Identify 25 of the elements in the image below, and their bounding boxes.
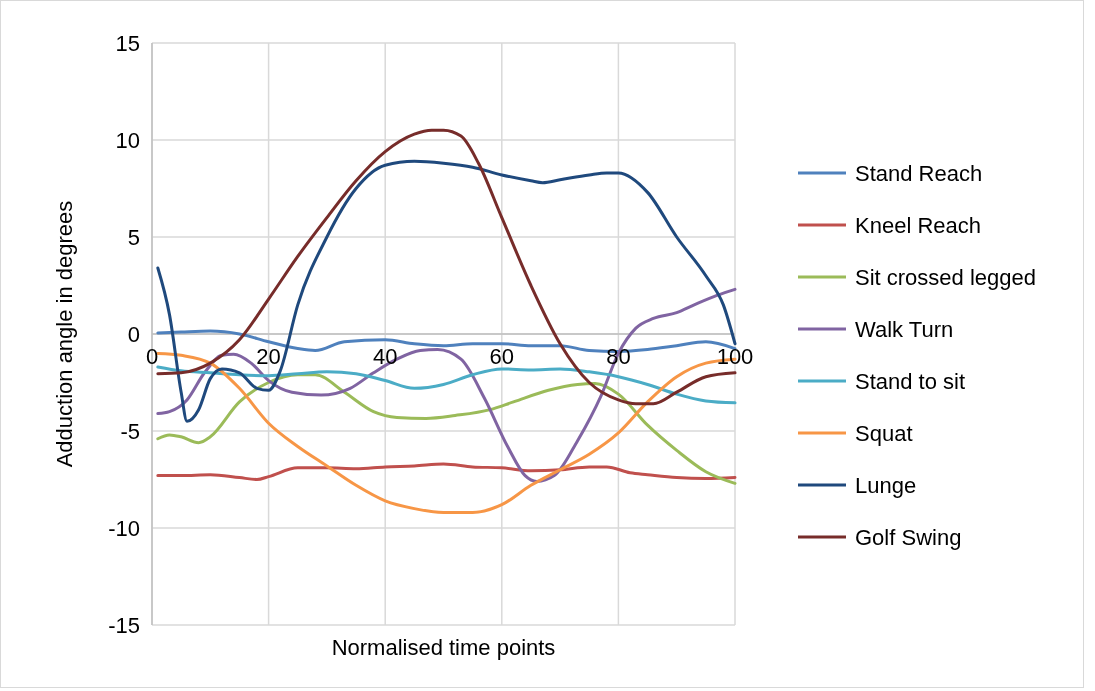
y-tick-label: 10 xyxy=(115,127,140,153)
legend-label: Golf Swing xyxy=(855,524,962,550)
x-tick-label: 40 xyxy=(372,344,398,369)
y-tick-label: 0 xyxy=(127,321,140,347)
x-tick-label: 0 xyxy=(145,344,159,369)
legend-label: Sit crossed legged xyxy=(855,264,1036,290)
legend-label: Kneel Reach xyxy=(855,212,981,238)
y-tick-label: -10 xyxy=(108,515,140,541)
legend-label: Squat xyxy=(855,420,913,446)
line-series xyxy=(156,365,737,405)
legend-label: Walk Turn xyxy=(855,316,954,342)
y-tick-label: -15 xyxy=(108,612,140,638)
x-axis-title: Normalised time points xyxy=(331,635,556,660)
legend-label: Stand Reach xyxy=(855,160,983,186)
legend-label: Lunge xyxy=(855,472,917,498)
line-series xyxy=(156,373,737,485)
y-tick-label: 15 xyxy=(115,30,140,56)
y-axis-title: Adduction angle in degrees xyxy=(52,200,77,468)
x-tick-label: 20 xyxy=(256,344,281,369)
y-tick-label: -5 xyxy=(120,418,140,444)
line-series xyxy=(156,462,737,481)
legend-label: Stand to sit xyxy=(855,368,966,394)
x-tick-label: 100 xyxy=(716,344,754,369)
x-tick-label: 60 xyxy=(489,344,515,369)
y-tick-label: 5 xyxy=(127,224,140,250)
